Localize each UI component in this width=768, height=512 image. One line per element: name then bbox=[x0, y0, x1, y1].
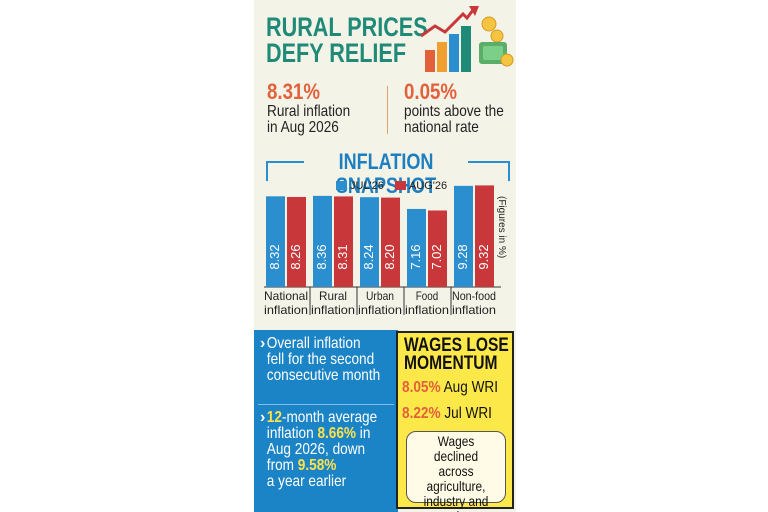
legend-item-jul: JUL'26 bbox=[336, 180, 384, 192]
bullet-2-line-4: from 9.58% bbox=[267, 458, 400, 474]
bar-aug-4 bbox=[475, 185, 494, 287]
bar-jul-2 bbox=[360, 197, 379, 287]
bar-value-label: 9.32 bbox=[476, 244, 491, 269]
bar-aug-0 bbox=[287, 196, 306, 287]
bullet-1-text: Overall inflation fell for the second co… bbox=[260, 336, 399, 384]
category-label: National bbox=[264, 289, 308, 303]
bullet-arrow-icon: › bbox=[260, 409, 266, 426]
summary-panel: › Overall inflation fell for the second … bbox=[254, 330, 398, 512]
bar-value-label: 8.24 bbox=[361, 244, 376, 269]
infographic-card: RURAL PRICES DEFY RELIEF 8.31% Rural inf… bbox=[254, 0, 516, 512]
gap-value: 0.05% bbox=[404, 79, 458, 104]
bullet-1-line-1: Overall inflation bbox=[266, 335, 361, 352]
bullet-2-line-3: Aug 2026, down bbox=[266, 441, 366, 458]
wages-aug-label: Aug WRI bbox=[440, 379, 499, 396]
wages-title: WAGES LOSE MOMENTUM bbox=[404, 335, 516, 374]
bar-aug-1 bbox=[334, 196, 353, 287]
bullet-2-line-2-post: in bbox=[356, 425, 371, 442]
bar-value-label: 8.20 bbox=[382, 244, 397, 269]
snapshot-title: INFLATION SNAPSHOT bbox=[304, 150, 468, 198]
bullet-2-line-1-rest: -month average bbox=[281, 409, 378, 426]
bullet-separator bbox=[258, 404, 394, 405]
stat-divider bbox=[387, 86, 388, 134]
bar-value-label: 8.32 bbox=[267, 244, 282, 269]
bullet-2-text: 12-month average inflation 8.66% in Aug … bbox=[260, 410, 399, 490]
wages-jul-value: 8.22% bbox=[402, 405, 441, 422]
wages-note-line-2: across agriculture, bbox=[426, 463, 486, 494]
bullet-2-line-1: 12-month average bbox=[267, 410, 400, 426]
bar-value-label: 9.28 bbox=[455, 244, 470, 269]
gap-desc-2: national rate bbox=[404, 119, 479, 136]
bar-jul-3 bbox=[407, 208, 426, 287]
bullet-12-month-average: › 12-month average inflation 8.66% in Au… bbox=[260, 410, 400, 490]
headline-line-1: RURAL PRICES bbox=[266, 12, 428, 42]
legend-label-aug: AUG'26 bbox=[408, 180, 448, 192]
bar-jul-4 bbox=[454, 185, 473, 287]
headline-line-2: DEFY RELIEF bbox=[266, 38, 407, 68]
category-label: inflation bbox=[452, 303, 496, 317]
rural-inflation-desc-1: Rural inflation bbox=[267, 103, 351, 120]
gap-desc-1: points above the bbox=[404, 103, 504, 120]
category-label: inflation bbox=[264, 303, 308, 317]
bullet-2-line-4-pre: from bbox=[266, 457, 298, 474]
bullet-overall-inflation: › Overall inflation fell for the second … bbox=[260, 336, 400, 384]
rising-prices-illustration-icon bbox=[420, 6, 514, 72]
wages-note: Wages declined across agriculture, indus… bbox=[406, 431, 506, 512]
bullet-arrow-icon: › bbox=[260, 335, 266, 352]
category-label: Non-food bbox=[452, 289, 496, 303]
figures-note: (Figures in %) bbox=[496, 196, 507, 259]
chart-legend: JUL'26 AUG'26 bbox=[336, 180, 455, 192]
bar-jul-1 bbox=[313, 195, 332, 287]
legend-swatch-jul bbox=[336, 181, 347, 190]
bar-jul-0 bbox=[266, 196, 285, 287]
bullet-2-average-value: 8.66% bbox=[317, 425, 357, 442]
bar-value-label: 7.02 bbox=[429, 244, 444, 269]
legend-item-aug: AUG'26 bbox=[394, 180, 448, 192]
category-label: inflation bbox=[311, 303, 355, 317]
bar-value-label: 8.36 bbox=[314, 244, 329, 269]
bar-value-label: 8.31 bbox=[335, 244, 350, 269]
bar-value-label: 8.26 bbox=[288, 244, 303, 269]
category-label: Urban bbox=[366, 289, 394, 303]
gap-stat: 0.05% points above the national rate bbox=[404, 80, 514, 136]
category-label: inflation bbox=[358, 303, 402, 317]
category-label: Rural bbox=[319, 289, 347, 303]
bullet-2-previous-value: 9.58% bbox=[297, 457, 337, 474]
bar-aug-3 bbox=[428, 210, 447, 287]
wages-title-line-2: MOMENTUM bbox=[404, 353, 498, 374]
bullet-1-line-2: fell for the second bbox=[266, 351, 375, 368]
wages-title-line-1: WAGES LOSE bbox=[404, 335, 509, 356]
bar-aug-2 bbox=[381, 197, 400, 287]
bullet-2-line-5: a year earlier bbox=[266, 473, 347, 490]
wages-note-line-3: industry and bbox=[423, 493, 489, 509]
wages-aug-row: 8.05% Aug WRI bbox=[402, 379, 498, 397]
legend-swatch-aug bbox=[394, 181, 406, 190]
bullet-2-months: 12 bbox=[266, 409, 282, 426]
category-label: Food bbox=[416, 289, 438, 303]
wages-note-line-1: Wages declined bbox=[433, 433, 479, 464]
rural-inflation-desc-2: in Aug 2026 bbox=[267, 119, 339, 136]
wages-jul-label: Jul WRI bbox=[440, 405, 492, 422]
wages-note-line-4: services bbox=[414, 509, 497, 512]
wages-aug-value: 8.05% bbox=[402, 379, 441, 396]
headline: RURAL PRICES DEFY RELIEF bbox=[266, 12, 450, 68]
bar-value-label: 7.16 bbox=[408, 244, 423, 269]
rural-inflation-stat: 8.31% Rural inflation in Aug 2026 bbox=[267, 80, 377, 136]
rural-inflation-value: 8.31% bbox=[267, 79, 321, 104]
category-label: inflation bbox=[405, 303, 449, 317]
bullet-2-line-2-pre: inflation bbox=[266, 425, 318, 442]
bullet-2-line-2: inflation 8.66% in bbox=[267, 426, 400, 442]
wages-panel: WAGES LOSE MOMENTUM 8.05% Aug WRI 8.22% … bbox=[396, 331, 516, 512]
bullet-1-line-3: consecutive month bbox=[266, 367, 381, 384]
legend-label-jul: JUL'26 bbox=[350, 180, 384, 192]
wages-jul-row: 8.22% Jul WRI bbox=[402, 405, 492, 423]
